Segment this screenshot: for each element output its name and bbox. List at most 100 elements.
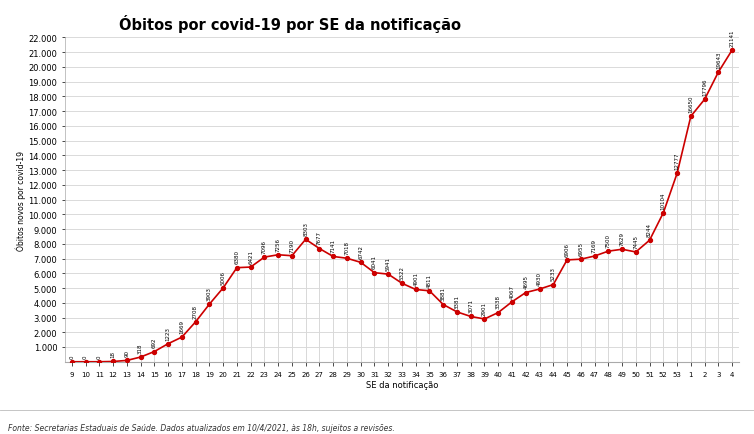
Text: 0: 0 [83, 354, 88, 358]
Point [464, 313, 477, 320]
Text: 17796: 17796 [702, 79, 707, 96]
Text: 4901: 4901 [413, 272, 418, 286]
Text: 19643: 19643 [716, 51, 721, 69]
Point [561, 257, 573, 264]
Point [121, 357, 133, 364]
Text: 7677: 7677 [317, 231, 322, 245]
Text: 3381: 3381 [455, 294, 459, 308]
Text: 8303: 8303 [303, 222, 308, 236]
Point [189, 319, 201, 326]
Point [327, 253, 339, 260]
Point [354, 259, 366, 266]
Text: 3903: 3903 [207, 286, 212, 300]
Text: 4811: 4811 [427, 273, 432, 287]
Point [149, 348, 161, 355]
Text: 10104: 10104 [661, 192, 666, 209]
Text: 7445: 7445 [633, 234, 639, 248]
Text: 3071: 3071 [468, 299, 474, 312]
Text: 4930: 4930 [537, 271, 542, 285]
Point [341, 255, 353, 262]
Text: 16650: 16650 [688, 95, 694, 113]
Point [272, 252, 284, 259]
Point [685, 113, 697, 120]
Text: 6421: 6421 [248, 249, 253, 263]
Text: 7500: 7500 [605, 233, 611, 247]
Text: 8244: 8244 [647, 223, 652, 237]
Text: 2708: 2708 [193, 304, 198, 318]
Text: 0: 0 [97, 354, 102, 358]
Point [520, 289, 532, 296]
Point [424, 288, 436, 295]
Text: 3338: 3338 [496, 295, 501, 309]
Point [382, 271, 394, 278]
Point [534, 286, 546, 293]
Text: 5941: 5941 [386, 256, 391, 270]
Text: Fonte: Secretarias Estaduais de Saúde. Dados atualizados em 10/4/2021, às 18h, s: Fonte: Secretarias Estaduais de Saúde. D… [8, 423, 394, 432]
Point [369, 270, 381, 276]
Point [547, 282, 559, 289]
Text: 7018: 7018 [345, 240, 349, 254]
Y-axis label: Óbitos novos por covid-19: Óbitos novos por covid-19 [15, 150, 26, 250]
Text: 7169: 7169 [592, 238, 597, 252]
Point [66, 358, 78, 365]
Point [162, 340, 174, 347]
Point [93, 358, 106, 365]
Point [657, 210, 670, 217]
Text: 692: 692 [152, 337, 157, 348]
Point [259, 254, 271, 261]
Text: 7629: 7629 [620, 232, 624, 246]
Text: 4067: 4067 [510, 284, 514, 298]
Point [726, 47, 738, 54]
Point [134, 354, 146, 361]
Point [107, 358, 119, 365]
Point [492, 309, 504, 316]
Point [79, 358, 91, 365]
Text: 6906: 6906 [565, 242, 569, 256]
Point [644, 237, 656, 244]
Point [299, 236, 311, 243]
Text: 18: 18 [111, 351, 115, 358]
Text: 5322: 5322 [400, 266, 404, 279]
Point [244, 264, 256, 271]
Text: 21141: 21141 [730, 29, 734, 47]
Point [204, 301, 216, 308]
Point [479, 316, 491, 323]
Point [575, 256, 587, 263]
Point [589, 253, 601, 260]
Point [451, 309, 463, 316]
Text: 7190: 7190 [290, 238, 294, 252]
Text: Óbitos por covid-19 por SE da notificação: Óbitos por covid-19 por SE da notificaçã… [119, 15, 461, 33]
Text: 6041: 6041 [372, 255, 377, 269]
Text: 0: 0 [69, 354, 75, 358]
Text: 3881: 3881 [441, 287, 446, 301]
X-axis label: SE da notificação: SE da notificação [366, 380, 438, 389]
Text: 7096: 7096 [262, 240, 267, 253]
Point [506, 299, 518, 306]
Text: 5006: 5006 [221, 270, 225, 284]
Text: 7141: 7141 [331, 239, 336, 253]
Point [314, 246, 326, 253]
Text: 12777: 12777 [675, 152, 679, 170]
Point [176, 334, 188, 341]
Text: 6742: 6742 [358, 245, 363, 259]
Text: 7256: 7256 [276, 237, 280, 251]
Point [217, 285, 229, 292]
Point [698, 97, 710, 104]
Point [286, 253, 298, 260]
Text: 318: 318 [138, 342, 143, 353]
Text: 5233: 5233 [550, 267, 556, 281]
Text: 6380: 6380 [234, 250, 239, 264]
Text: 6955: 6955 [578, 241, 584, 256]
Text: 2901: 2901 [482, 301, 487, 315]
Point [437, 301, 449, 308]
Point [231, 265, 243, 272]
Point [630, 249, 642, 256]
Point [671, 171, 683, 178]
Point [409, 286, 421, 293]
Text: 1669: 1669 [179, 319, 184, 333]
Text: 1223: 1223 [166, 326, 170, 340]
Point [616, 246, 628, 253]
Point [396, 280, 408, 287]
Point [602, 248, 615, 255]
Text: 90: 90 [124, 349, 130, 356]
